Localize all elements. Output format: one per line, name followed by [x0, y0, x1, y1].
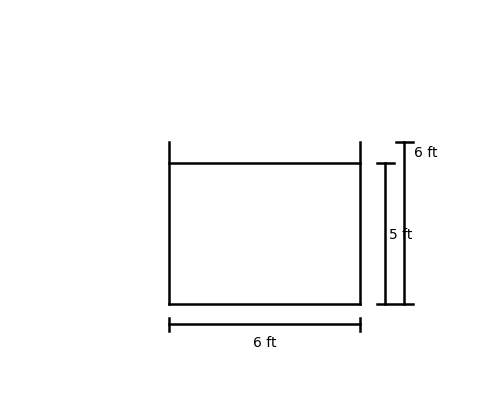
- Text: 6 ft: 6 ft: [414, 146, 438, 160]
- Text: 6 ft: 6 ft: [253, 335, 277, 350]
- Text: 5 ft: 5 ft: [389, 227, 412, 241]
